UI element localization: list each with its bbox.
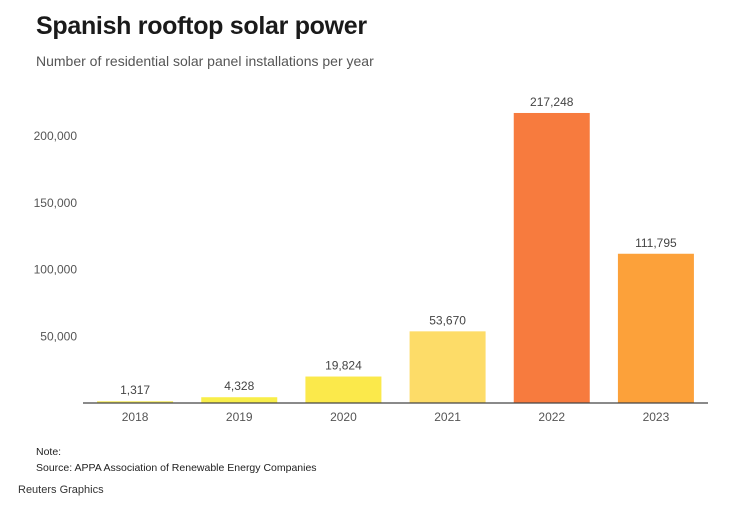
chart-credit: Reuters Graphics (18, 484, 104, 496)
x-tick-label: 2022 (538, 410, 565, 424)
bar (409, 331, 486, 403)
y-tick-label: 100,000 (34, 263, 78, 277)
y-tick-label: 150,000 (34, 196, 78, 210)
y-tick-label: 50,000 (40, 329, 77, 343)
bar (201, 397, 278, 403)
x-tick-label: 2021 (434, 410, 461, 424)
data-label: 4,328 (224, 379, 254, 393)
chart-subtitle: Number of residential solar panel instal… (36, 53, 374, 69)
bar (513, 112, 590, 403)
data-label: 111,795 (635, 236, 677, 250)
bar (617, 253, 694, 403)
data-label: 1,317 (120, 383, 150, 397)
bar (305, 376, 382, 403)
x-tick-label: 2020 (330, 410, 357, 424)
x-tick-label: 2018 (122, 410, 149, 424)
y-tick-label: 200,000 (34, 129, 78, 143)
x-tick-label: 2023 (643, 410, 670, 424)
chart-title: Spanish rooftop solar power (36, 12, 367, 40)
data-label: 53,670 (429, 313, 466, 327)
data-label: 217,248 (530, 95, 574, 109)
data-label: 19,824 (325, 359, 362, 373)
x-tick-label: 2019 (226, 410, 253, 424)
bar (97, 401, 174, 403)
chart-source: Source: APPA Association of Renewable En… (36, 462, 317, 474)
chart-note: Note: (36, 446, 62, 458)
